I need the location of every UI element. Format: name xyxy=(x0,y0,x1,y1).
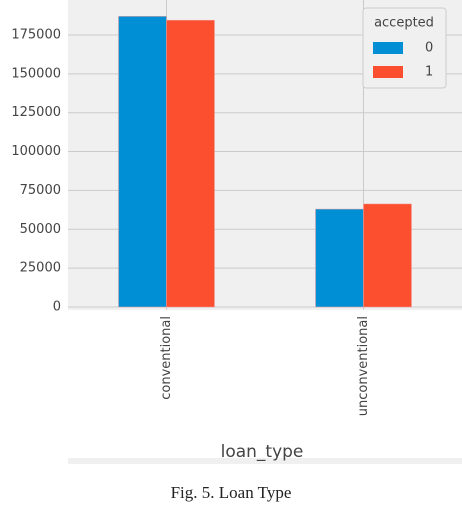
x-tick-label: unconventional xyxy=(356,316,371,416)
bar xyxy=(363,203,412,308)
y-tick-label: 100000 xyxy=(11,144,61,159)
y-tick-label: 150000 xyxy=(11,66,61,81)
bar xyxy=(118,16,167,308)
legend-label: 0 xyxy=(425,41,433,56)
legend-label: 1 xyxy=(425,65,433,80)
bar xyxy=(315,208,364,308)
bar xyxy=(166,19,215,308)
y-tick-label: 175000 xyxy=(11,27,61,42)
y-tick-label: 50000 xyxy=(20,222,61,237)
x-tick-label: conventional xyxy=(159,316,174,400)
legend-swatch xyxy=(373,42,403,54)
y-tick-label: 75000 xyxy=(20,183,61,198)
legend-title: accepted xyxy=(374,16,434,31)
caption: Fig. 5. Loan Type xyxy=(171,483,292,502)
y-tick-label: 0 xyxy=(53,300,61,315)
y-tick-label: 25000 xyxy=(20,261,61,276)
y-tick-label: 125000 xyxy=(11,105,61,120)
plot-strip xyxy=(68,458,462,464)
x-axis-label: loan_type xyxy=(221,442,304,462)
legend-swatch xyxy=(373,66,403,78)
